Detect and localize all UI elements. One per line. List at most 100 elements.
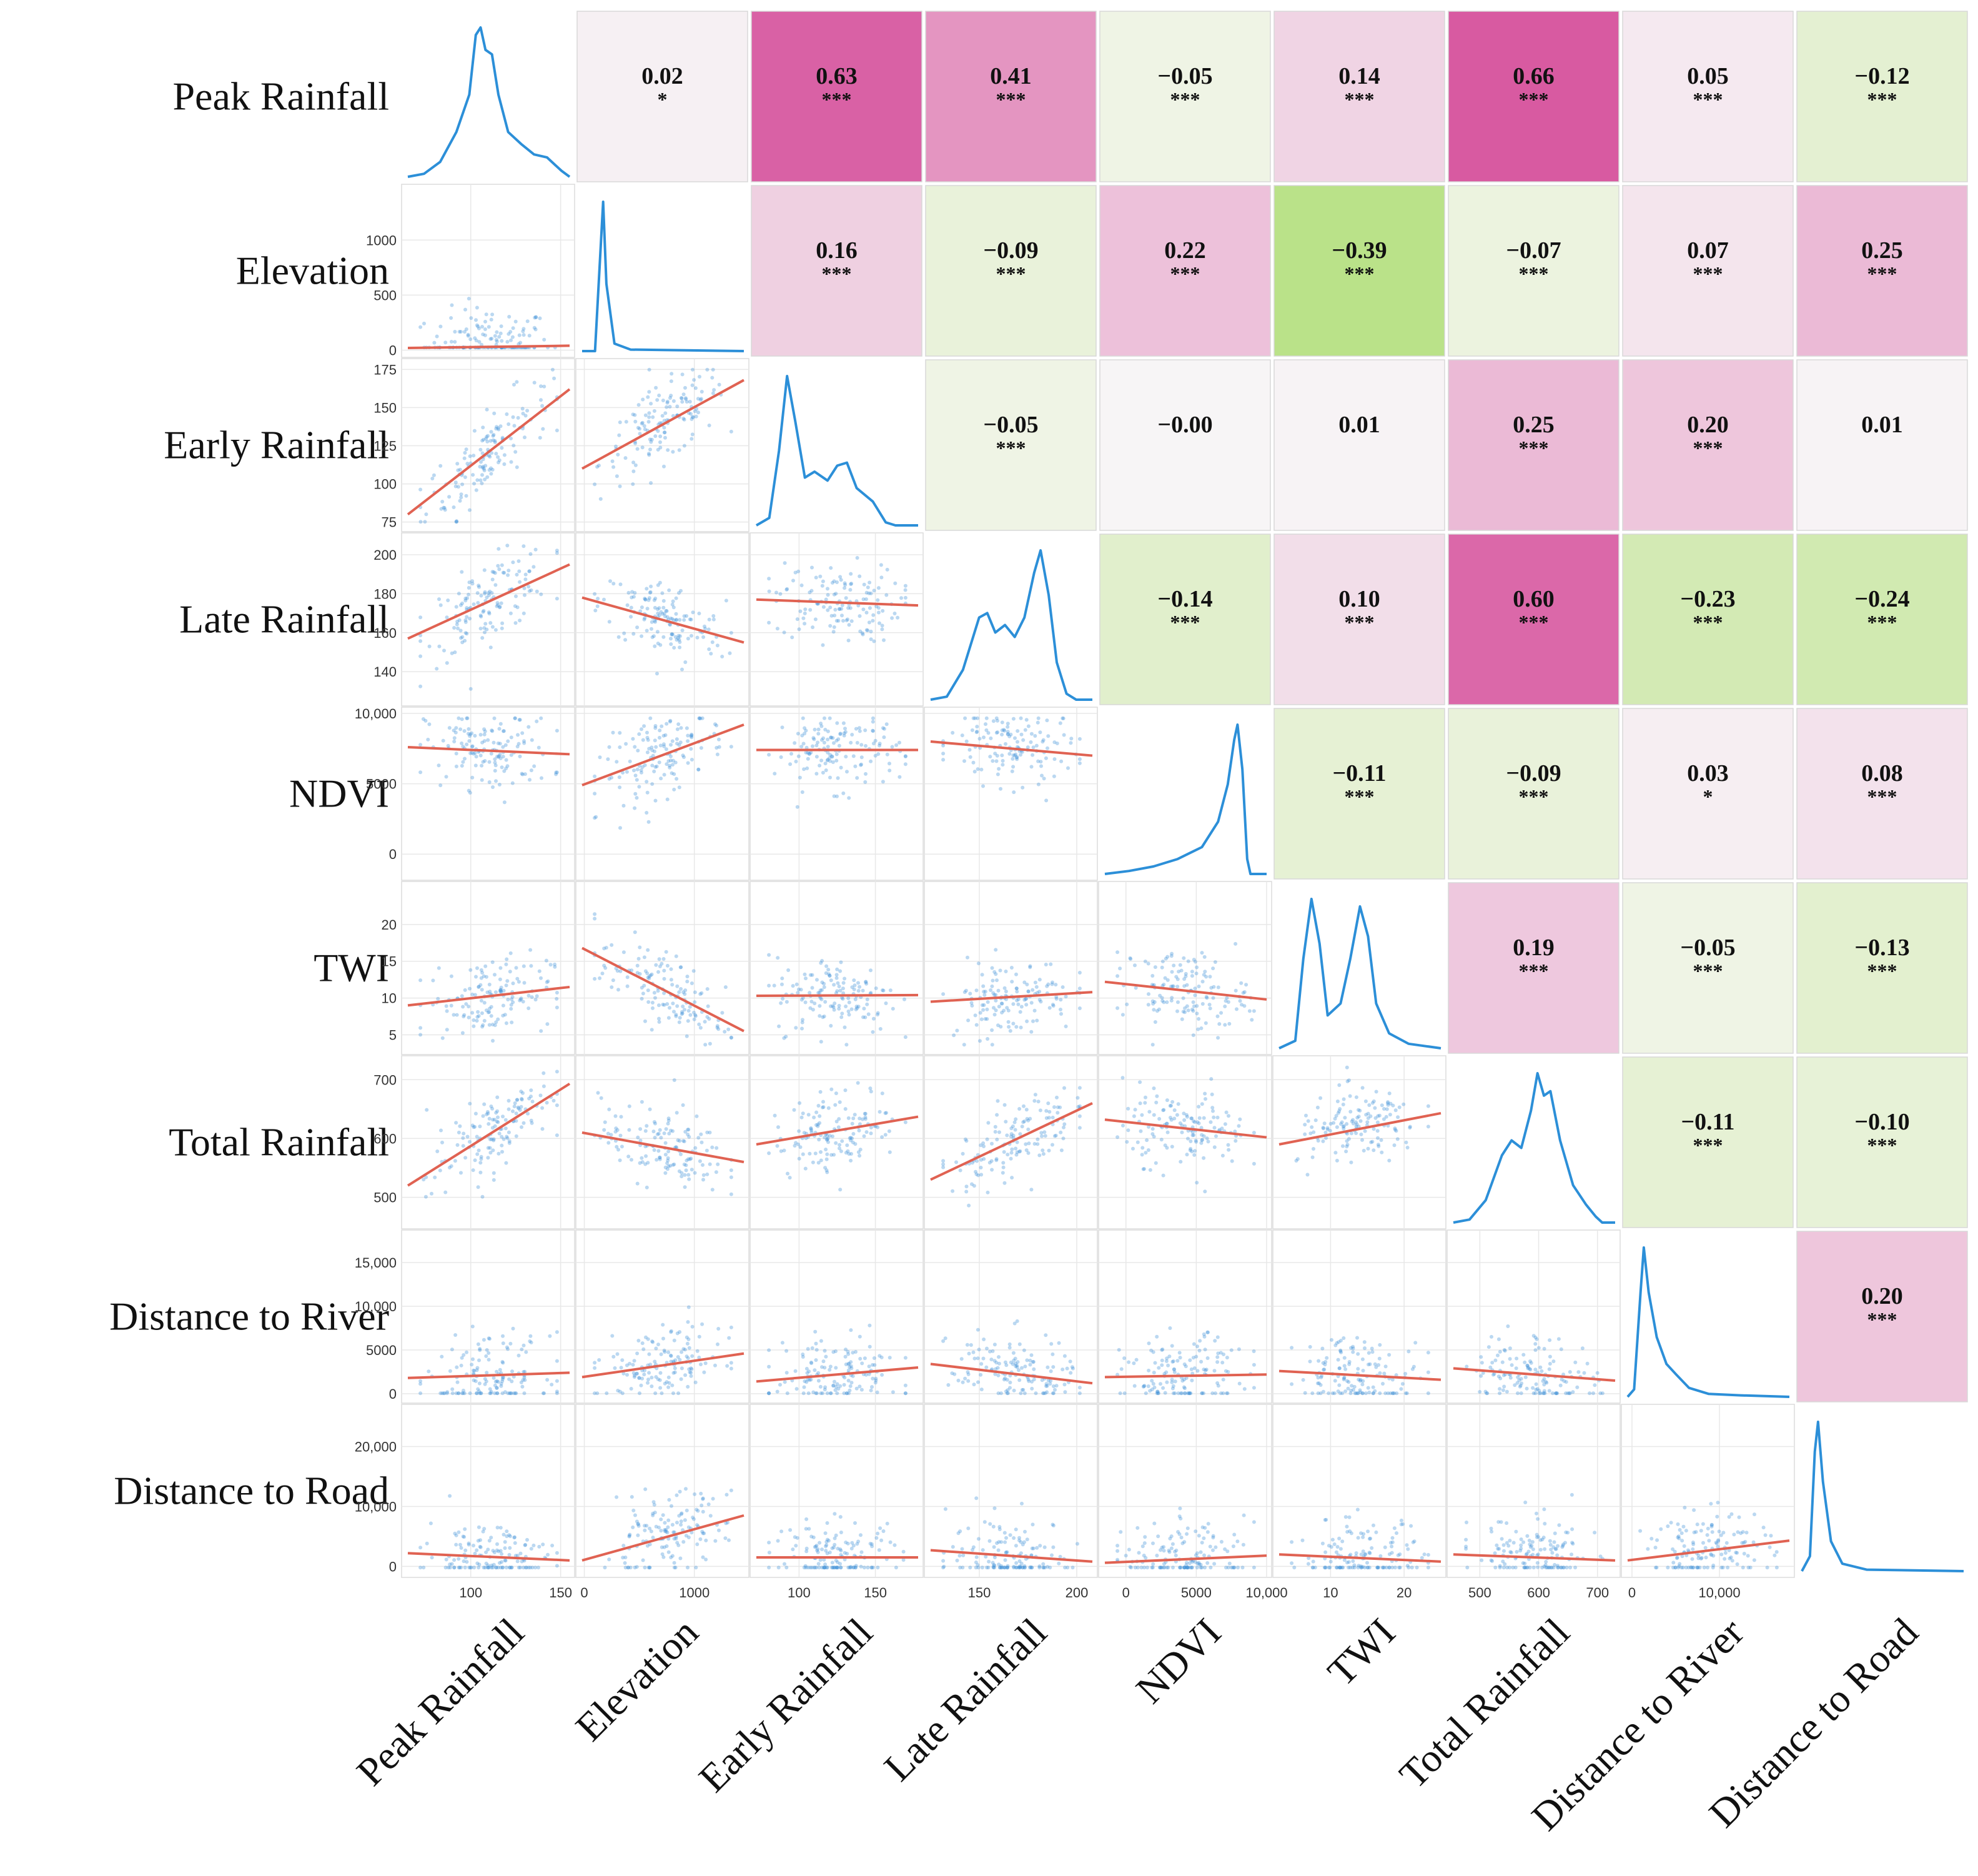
scatter-point <box>1011 1002 1016 1006</box>
scatter-point <box>675 1521 679 1525</box>
scatter-point <box>496 426 500 430</box>
scatter-point <box>824 768 828 772</box>
scatter-point <box>1012 1358 1016 1362</box>
scatter-point <box>668 1006 671 1010</box>
scatter-point <box>845 1143 849 1148</box>
scatter-point <box>512 444 516 448</box>
scatter-point <box>615 1144 619 1149</box>
scatter-point <box>1322 1367 1327 1372</box>
scatter-point <box>555 1379 559 1383</box>
scatter-point <box>981 1548 985 1552</box>
scatter-point <box>555 728 559 733</box>
scatter-point <box>822 1566 826 1570</box>
scatter-point <box>1021 1120 1026 1124</box>
scatter-point <box>1334 1114 1338 1118</box>
scatter-point <box>840 603 844 607</box>
scatter-point <box>1333 1151 1338 1155</box>
scatter-point <box>465 596 469 600</box>
scatter-point <box>1039 764 1043 768</box>
scatter-point <box>1169 1546 1174 1551</box>
scatter-point <box>690 758 694 762</box>
scatter-point <box>1182 1566 1187 1570</box>
scatter-point <box>1193 993 1197 998</box>
scatter-point <box>520 731 525 735</box>
scatter-point <box>846 638 851 643</box>
scatter-point <box>846 1362 851 1366</box>
scatter-point <box>1498 1391 1502 1396</box>
scatter-point <box>876 586 881 590</box>
scatter-point <box>487 1006 492 1011</box>
scatter-point <box>1294 1159 1298 1163</box>
scatter-point <box>1168 1104 1172 1108</box>
scatter-point <box>893 612 897 615</box>
corr-cell-5-8 <box>1796 882 1968 1054</box>
scatter-point <box>878 1109 882 1114</box>
scatter-point <box>701 1509 705 1514</box>
scatter-point <box>693 1014 698 1018</box>
scatter-point <box>1031 1360 1035 1364</box>
scatter-point <box>1330 1338 1333 1342</box>
scatter-point <box>843 1376 847 1380</box>
scatter-point <box>1077 1086 1082 1090</box>
scatter-point <box>879 575 884 580</box>
scatter-point <box>824 597 828 602</box>
scatter-point <box>527 1566 531 1570</box>
scatter-point <box>832 579 836 583</box>
scatter-point <box>814 1566 819 1570</box>
scatter-point <box>1003 1360 1007 1364</box>
scatter-point <box>807 1369 811 1374</box>
scatter-point <box>1164 1121 1169 1126</box>
scatter-point <box>1012 1321 1017 1326</box>
scatter-point <box>1382 1117 1386 1121</box>
scatter-point <box>707 617 711 622</box>
scatter-point <box>683 988 688 993</box>
scatter-point <box>968 755 972 759</box>
scatter-frame-2-0 <box>401 358 575 532</box>
scatter-point <box>831 630 836 634</box>
scatter-point <box>1014 1566 1019 1570</box>
scatter-point <box>523 1369 527 1374</box>
corr-cell-0-6 <box>1448 11 1619 182</box>
scatter-point <box>881 988 884 993</box>
scatter-point <box>1179 1391 1183 1396</box>
scatter-point <box>1347 1360 1352 1364</box>
scatter-point <box>884 722 889 727</box>
corr-sig-7-8: *** <box>1867 1308 1897 1331</box>
scatter-point <box>856 1005 861 1009</box>
corr-cell-0-1 <box>576 11 748 182</box>
scatter-point <box>680 1174 684 1179</box>
scatter-point <box>486 1563 490 1567</box>
scatter-point <box>661 605 666 610</box>
scatter-point <box>550 1544 555 1547</box>
scatter-point <box>1370 1139 1375 1144</box>
scatter-point <box>473 1111 478 1116</box>
corr-value-0-5: 0.14 <box>1338 63 1380 89</box>
scatter-point <box>463 598 468 603</box>
scatter-point <box>1125 1139 1129 1144</box>
scatter-point <box>519 1380 523 1384</box>
scatter-point <box>544 958 548 963</box>
scatter-point <box>643 1368 646 1372</box>
scatter-cell-4-0 <box>401 707 575 881</box>
scatter-point <box>672 787 676 792</box>
scatter-point <box>878 621 881 625</box>
scatter-point <box>813 1001 817 1006</box>
scatter-point <box>646 738 650 742</box>
scatter-point <box>1008 1533 1012 1537</box>
scatter-point <box>656 642 660 645</box>
scatter-point <box>1542 1389 1546 1393</box>
scatter-point <box>651 1340 655 1344</box>
scatter-point <box>883 1133 888 1137</box>
scatter-point <box>971 1545 976 1549</box>
scatter-point <box>1054 1384 1059 1388</box>
scatter-point <box>1144 1556 1148 1560</box>
scatter-point <box>437 763 441 768</box>
scatter-point <box>818 1004 822 1008</box>
scatter-point <box>1059 998 1063 1002</box>
scatter-point <box>821 1105 826 1109</box>
scatter-point <box>468 508 472 512</box>
scatter-point <box>1360 1357 1365 1361</box>
scatter-point <box>679 1152 683 1156</box>
scatter-point <box>728 651 732 655</box>
scatter-point <box>673 1566 678 1570</box>
